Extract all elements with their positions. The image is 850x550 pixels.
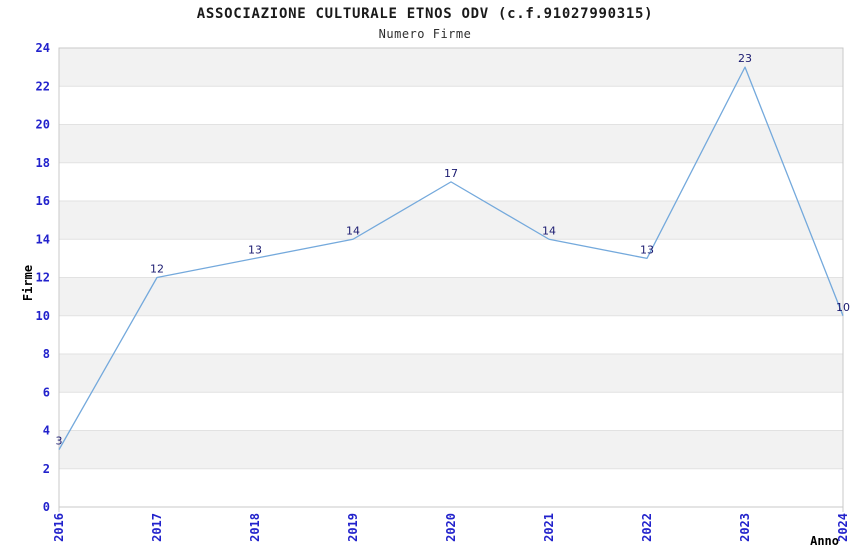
- chart-subtitle: Numero Firme: [378, 27, 472, 41]
- y-tick-label: 20: [36, 118, 50, 132]
- x-tick-label: 2023: [738, 513, 752, 542]
- data-point-label: 23: [738, 52, 752, 65]
- y-tick-label: 22: [36, 79, 50, 93]
- y-tick-label: 12: [36, 271, 50, 285]
- data-point-label: 13: [640, 243, 654, 256]
- grid-band: [59, 354, 843, 393]
- data-point-label: 10: [836, 301, 850, 314]
- y-tick-label: 24: [36, 41, 50, 55]
- grid-band: [59, 48, 843, 87]
- y-tick-label: 6: [43, 385, 50, 399]
- y-tick-label: 0: [43, 500, 50, 514]
- y-tick-label: 14: [36, 232, 50, 246]
- x-tick-label: 2018: [248, 513, 262, 542]
- plot-border: [58, 47, 844, 508]
- x-tick-label: 2021: [542, 513, 556, 542]
- x-tick-label: 2016: [52, 513, 66, 542]
- x-tick-label: 2024: [836, 513, 850, 542]
- x-tick-label: 2020: [444, 513, 458, 542]
- data-point-label: 3: [56, 435, 63, 448]
- grid-band: [59, 124, 843, 163]
- data-line: [58, 66, 844, 450]
- x-axis-title: Anno: [810, 534, 839, 548]
- grid-band: [59, 277, 843, 316]
- data-point-label: 13: [248, 243, 262, 256]
- y-tick-label: 18: [36, 156, 50, 170]
- x-tick-label: 2017: [150, 513, 164, 542]
- grid-band: [59, 201, 843, 240]
- data-point-label: 12: [150, 263, 164, 276]
- chart-title: ASSOCIAZIONE CULTURALE ETNOS ODV (c.f.91…: [196, 6, 654, 22]
- x-tick-label: 2022: [640, 513, 654, 542]
- y-tick-label: 2: [43, 462, 50, 476]
- y-axis-title: Firme: [21, 265, 35, 301]
- data-point-label: 17: [444, 167, 458, 180]
- y-tick-label: 8: [43, 347, 50, 361]
- x-tick-label: 2019: [346, 513, 360, 542]
- y-tick-label: 16: [36, 194, 50, 208]
- y-tick-label: 10: [36, 309, 50, 323]
- y-tick-label: 4: [43, 424, 50, 438]
- data-point-label: 14: [346, 224, 360, 237]
- grid-band: [59, 430, 843, 469]
- data-point-label: 14: [542, 224, 556, 237]
